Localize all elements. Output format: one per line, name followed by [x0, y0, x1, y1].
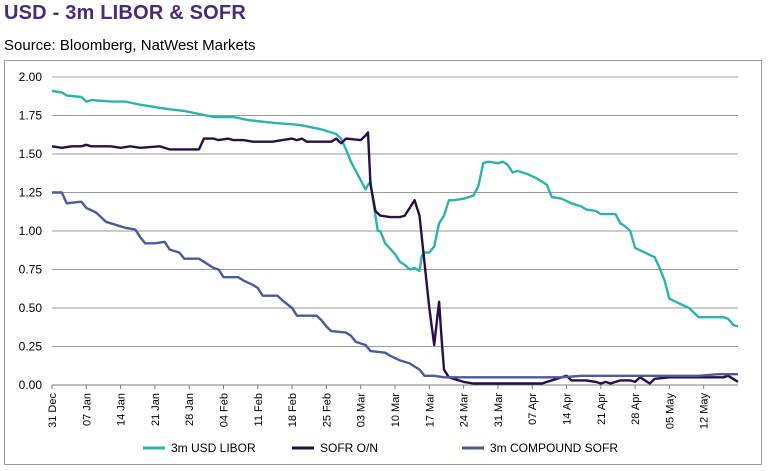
legend: 3m USD LIBOR SOFR O/N 3m COMPOUND SOFR: [143, 441, 618, 455]
x-tick-label: 03 Mar: [356, 393, 368, 428]
legend-label: 3m USD LIBOR: [171, 441, 256, 455]
x-tick-label: 12 May: [699, 393, 711, 430]
gridlines: [52, 76, 738, 386]
chart-frame: [4, 60, 762, 465]
y-tick-label: 1.75: [19, 109, 43, 123]
y-tick-label: 0.25: [19, 340, 43, 354]
y-tick-label: 2.00: [19, 70, 43, 84]
y-axis-ticks: 2.00 1.75 1.50 1.25 1.00 0.75 0.50 0.25 0.00: [19, 70, 43, 392]
x-axis-ticks: 31 Dec 07 Jan 14 Jan 21 Jan 28 Jan 04 Feb 11 F…: [47, 385, 711, 429]
series-line-1: [51, 89, 739, 328]
x-tick-label: 14 Apr: [562, 393, 574, 425]
x-tick-label: 10 Mar: [390, 393, 402, 428]
series-line-3: [52, 191, 738, 379]
x-tick-label: 07 Apr: [527, 393, 539, 425]
x-tick-label: 05 May: [664, 393, 676, 430]
series-line-2: [51, 131, 739, 385]
x-tick-label: 07 Jan: [81, 393, 93, 426]
x-tick-label: 24 Mar: [459, 393, 471, 428]
y-tick-label: 1.50: [19, 147, 43, 161]
x-tick-label: 31 Mar: [493, 393, 505, 428]
x-tick-label: 11 Feb: [253, 393, 265, 426]
legend-label: SOFR O/N: [320, 441, 378, 455]
x-tick-label: 21 Jan: [150, 393, 162, 426]
y-tick-label: 0.50: [19, 301, 43, 315]
x-tick-label: 21 Apr: [596, 393, 608, 425]
x-tick-label: 25 Feb: [321, 393, 333, 427]
x-tick-label: 14 Jan: [116, 393, 128, 426]
legend-label: 3m COMPOUND SOFR: [490, 441, 618, 455]
chart-title: USD - 3m LIBOR & SOFR: [4, 2, 246, 24]
x-tick-label: 28 Apr: [630, 393, 642, 425]
y-tick-label: 0.00: [19, 378, 43, 392]
x-tick-label: 28 Jan: [184, 393, 196, 426]
chart-source: Source: Bloomberg, NatWest Markets: [4, 37, 256, 54]
y-tick-label: 1.25: [19, 186, 43, 200]
y-tick-label: 1.00: [19, 224, 43, 238]
x-tick-label: 31 Dec: [47, 393, 59, 428]
x-tick-label: 17 Mar: [424, 393, 436, 428]
x-tick-label: 18 Feb: [287, 393, 299, 427]
series-lines: [51, 89, 739, 385]
y-tick-label: 0.75: [19, 263, 43, 277]
x-tick-label: 04 Feb: [219, 393, 231, 427]
